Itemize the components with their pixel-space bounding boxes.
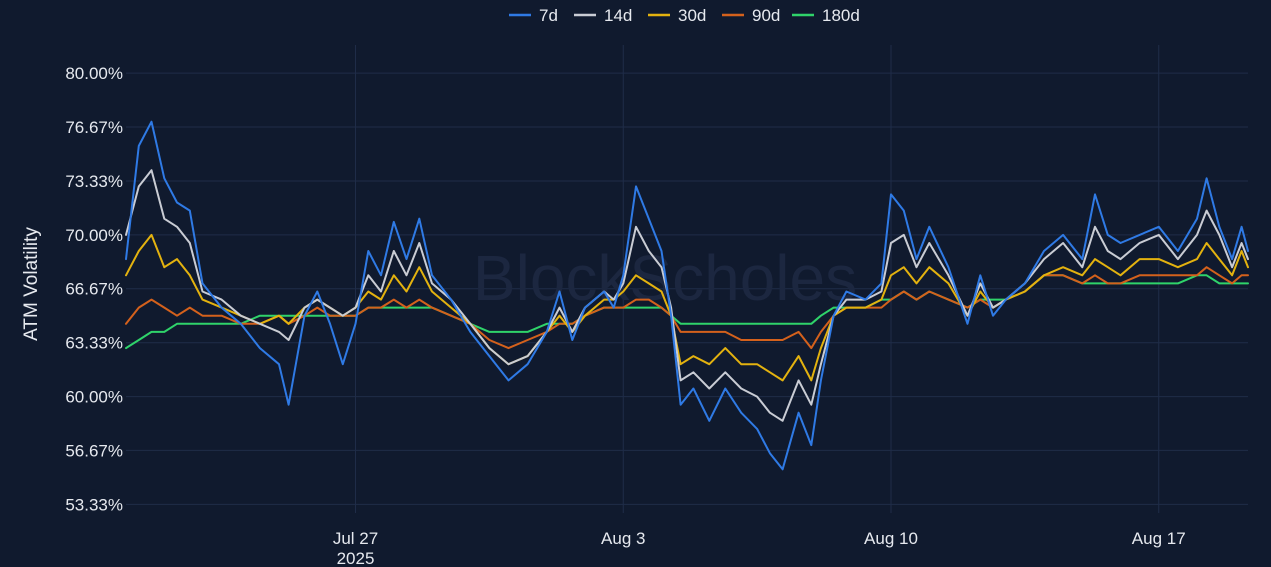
legend-item-30d[interactable]: 30d bbox=[648, 6, 706, 25]
y-tick-label: 70.00% bbox=[65, 226, 123, 245]
legend-item-7d[interactable]: 7d bbox=[509, 6, 558, 25]
y-axis: 80.00% 76.67% 73.33% 70.00% 66.67% 63.33% 60.0… bbox=[65, 64, 123, 514]
series-lines bbox=[125, 120, 1249, 471]
legend-label: 7d bbox=[539, 6, 558, 25]
y-tick-label: 80.00% bbox=[65, 64, 123, 83]
legend-item-14d[interactable]: 14d bbox=[574, 6, 632, 25]
grid bbox=[126, 45, 1248, 513]
x-tick-label: Aug 3 bbox=[601, 529, 645, 548]
y-axis-label: ATM Volatility bbox=[21, 227, 42, 341]
legend-label: 30d bbox=[678, 6, 706, 25]
x-tick-label: Aug 10 bbox=[864, 529, 918, 548]
y-tick-label: 63.33% bbox=[65, 334, 123, 353]
x-tick-label: Jul 27 bbox=[333, 529, 378, 548]
legend-item-180d[interactable]: 180d bbox=[792, 6, 860, 25]
series-line-90d bbox=[125, 266, 1249, 350]
legend: 7d 14d 30d 90d 180d bbox=[509, 6, 860, 25]
legend-label: 180d bbox=[822, 6, 860, 25]
y-tick-label: 76.67% bbox=[65, 118, 123, 137]
legend-item-90d[interactable]: 90d bbox=[722, 6, 780, 25]
x-tick-label: Aug 17 bbox=[1132, 529, 1186, 548]
y-tick-label: 60.00% bbox=[65, 388, 123, 407]
series-line-7d bbox=[125, 120, 1249, 471]
y-tick-label: 73.33% bbox=[65, 172, 123, 191]
y-tick-label: 66.67% bbox=[65, 280, 123, 299]
legend-label: 90d bbox=[752, 6, 780, 25]
legend-label: 14d bbox=[604, 6, 632, 25]
y-tick-label: 56.67% bbox=[65, 441, 123, 460]
series-line-14d bbox=[125, 169, 1249, 422]
x-tick-sublabel: 2025 bbox=[337, 549, 375, 567]
y-tick-label: 53.33% bbox=[65, 495, 123, 514]
